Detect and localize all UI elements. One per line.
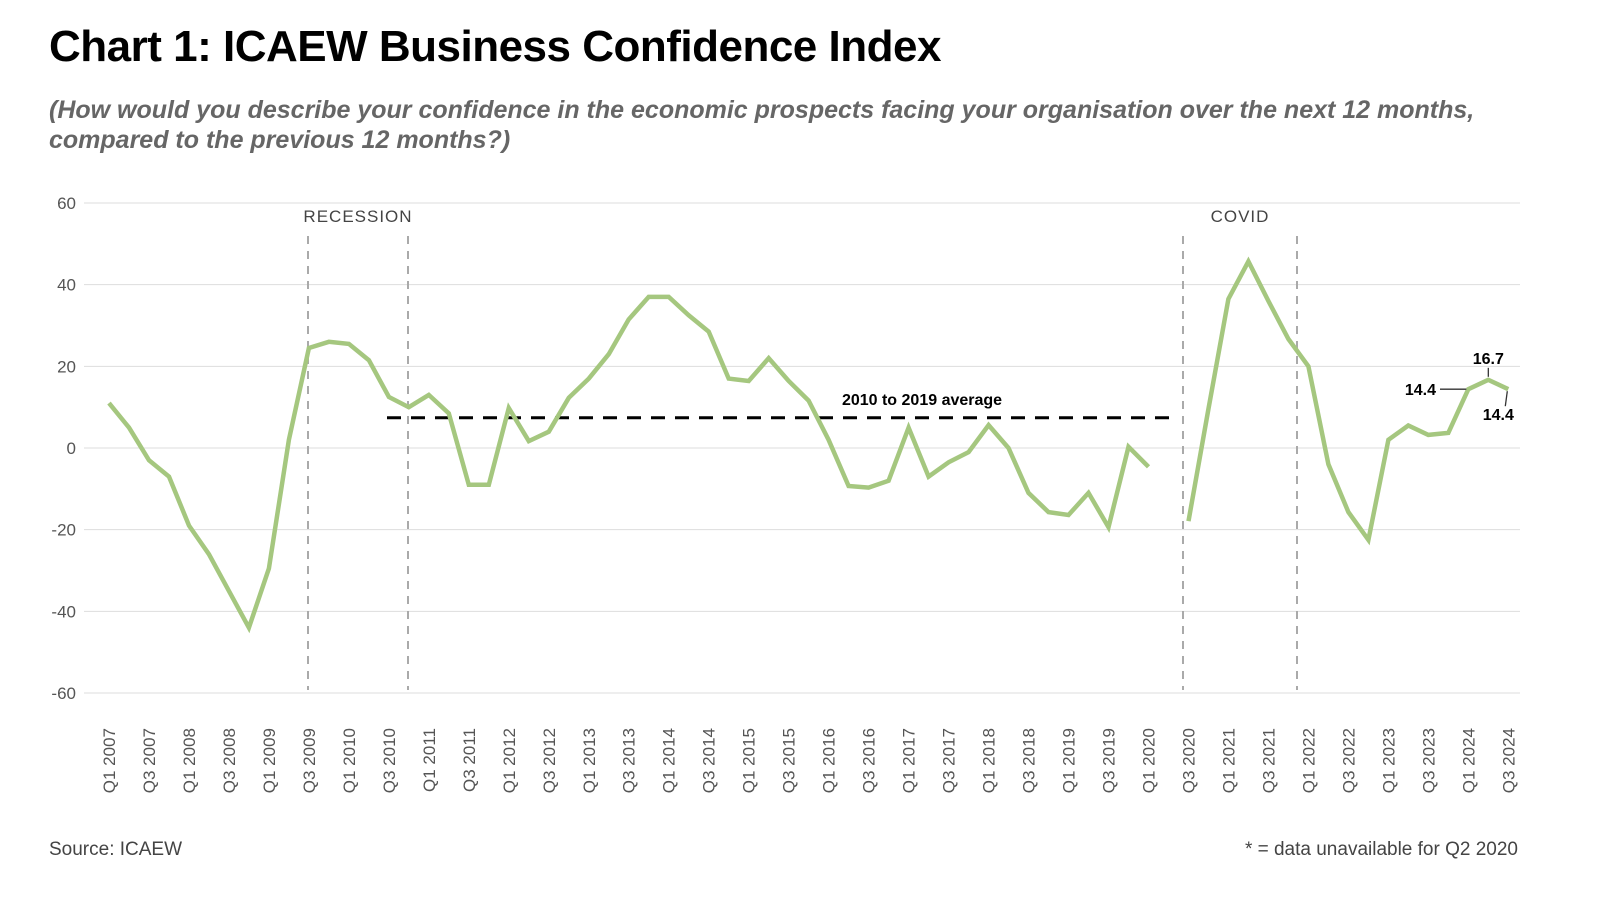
- source-note: Source: ICAEW: [49, 839, 183, 860]
- x-tick-label: Q3 2017: [940, 728, 959, 793]
- chart-subtitle: (How would you describe your confidence …: [49, 96, 1475, 154]
- series-group: [107, 256, 1510, 634]
- data-label: 14.4: [1483, 407, 1514, 424]
- x-tick-label: Q3 2023: [1419, 728, 1438, 793]
- x-tick-label: Q3 2013: [620, 728, 639, 793]
- x-tick-label: Q3 2008: [220, 728, 239, 793]
- x-tick-label: Q3 2014: [700, 728, 719, 793]
- data-label: 14.4: [1405, 382, 1436, 399]
- data-labels: 14.4 16.7 14.4: [1405, 351, 1514, 424]
- footnote: * = data unavailable for Q2 2020: [1244, 839, 1518, 860]
- x-tick-label: Q3 2020: [1179, 728, 1198, 793]
- period-label: COVID: [1211, 207, 1270, 226]
- x-tick-label: Q1 2021: [1219, 728, 1238, 793]
- y-tick-label: 40: [57, 276, 76, 295]
- y-tick-label: -60: [51, 684, 76, 703]
- series-line-segment: [107, 294, 1151, 634]
- x-tick-label: Q1 2017: [900, 728, 919, 793]
- y-tick-label: 60: [57, 194, 76, 213]
- y-tick-label: 0: [67, 439, 76, 458]
- period-label: RECESSION: [303, 207, 412, 226]
- y-tick-label: -20: [51, 521, 76, 540]
- x-tick-label: Q1 2024: [1459, 728, 1478, 793]
- x-tick-label: Q1 2020: [1139, 728, 1158, 793]
- x-tick-label: Q3 2016: [860, 728, 879, 793]
- x-tick-label: Q3 2012: [540, 728, 559, 793]
- x-tick-label: Q1 2014: [660, 728, 679, 793]
- y-axis-ticks: 60 40 20 0 -20 -40 -60: [51, 194, 76, 703]
- data-label: 16.7: [1473, 351, 1504, 368]
- average-line-group: 2010 to 2019 average: [387, 392, 1172, 420]
- x-tick-label: Q3 2011: [460, 728, 479, 792]
- x-tick-label: Q3 2010: [380, 728, 399, 793]
- x-tick-label: Q1 2012: [500, 728, 519, 793]
- x-axis-ticks: Q1 2007 Q3 2007 Q1 2008 Q3 2008 Q1 2009 Q3 20…: [100, 728, 1518, 793]
- x-tick-label: Q1 2013: [580, 728, 599, 793]
- x-tick-label: Q1 2022: [1299, 728, 1318, 793]
- x-tick-label: Q1 2011: [420, 728, 439, 792]
- x-tick-label: Q3 2021: [1259, 728, 1278, 793]
- y-tick-label: 20: [57, 357, 76, 376]
- grid-lines: [84, 202, 1520, 694]
- x-tick-label: Q1 2018: [980, 728, 999, 793]
- x-tick-label: Q3 2018: [1020, 728, 1039, 793]
- x-tick-label: Q3 2022: [1339, 728, 1358, 793]
- x-tick-label: Q3 2019: [1100, 728, 1119, 793]
- x-tick-label: Q1 2015: [740, 728, 759, 793]
- x-tick-label: Q1 2010: [340, 728, 359, 793]
- y-tick-label: -40: [51, 602, 76, 621]
- x-tick-label: Q1 2019: [1060, 728, 1079, 793]
- x-tick-label: Q1 2007: [100, 728, 119, 793]
- chart-title: Chart 1: ICAEW Business Confidence Index: [49, 22, 941, 71]
- x-tick-label: Q3 2015: [780, 728, 799, 793]
- x-tick-label: Q1 2009: [260, 728, 279, 793]
- x-tick-label: Q1 2008: [180, 728, 199, 793]
- x-tick-label: Q1 2023: [1379, 728, 1398, 793]
- average-line-label: 2010 to 2019 average: [842, 392, 1002, 409]
- x-tick-label: Q3 2009: [300, 728, 319, 793]
- series-line-segment: [1186, 256, 1510, 546]
- x-tick-label: Q3 2007: [140, 728, 159, 793]
- data-label-leader: [1504, 391, 1508, 407]
- period-shading: RECESSION COVID: [303, 207, 1298, 690]
- x-tick-label: Q3 2024: [1499, 728, 1518, 793]
- x-tick-label: Q1 2016: [820, 728, 839, 793]
